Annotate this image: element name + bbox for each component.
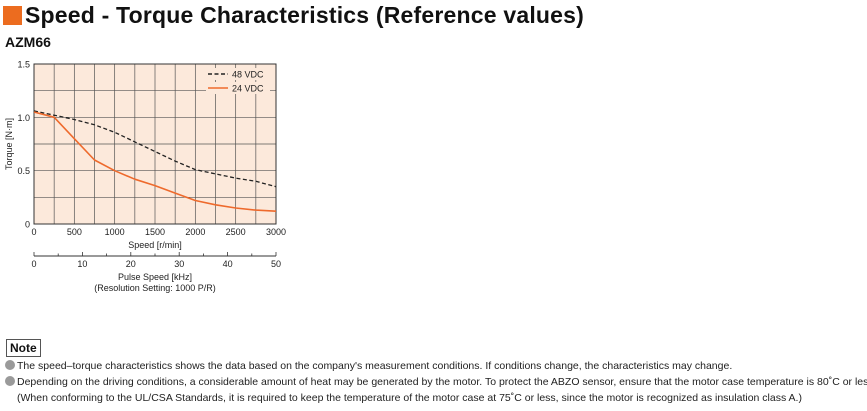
y-tick-label: 1.0: [17, 113, 30, 123]
pulse-axis-label: Pulse Speed [kHz]: [118, 272, 192, 282]
note-text: The speed–torque characteristics shows t…: [17, 360, 733, 372]
y-axis-label: Torque [N·m]: [4, 118, 14, 170]
bullet-icon: [5, 376, 15, 386]
series-line-1: [33, 111, 277, 212]
pulse-axis-sublabel: (Resolution Setting: 1000 P/R): [94, 283, 216, 293]
page-title: Speed - Torque Characteristics (Referenc…: [25, 1, 585, 28]
section-header: Speed - Torque Characteristics (Referenc…: [0, 2, 584, 28]
pulse-tick-label: 10: [77, 259, 87, 269]
pulse-tick-label: 20: [126, 259, 136, 269]
y-tick-label: 1.5: [17, 60, 30, 70]
plot-frame: [33, 63, 277, 225]
pulse-tick-label: 40: [223, 259, 233, 269]
x-tick-label: 2000: [185, 227, 205, 237]
note-item: The speed–torque characteristics shows t…: [5, 358, 867, 374]
y-tick-label: 0: [25, 220, 30, 230]
legend-backing: [206, 68, 270, 80]
note-label: Note: [6, 339, 41, 357]
pulse-tick-label: 50: [271, 259, 281, 269]
x-tick-label: 2500: [226, 227, 246, 237]
pulse-tick-label: 0: [31, 259, 36, 269]
legend-backing: [206, 82, 270, 94]
series-line-0: [33, 110, 277, 188]
note-item: Depending on the driving conditions, a c…: [5, 374, 867, 390]
x-tick-label: 500: [67, 227, 82, 237]
x-tick-label: 3000: [266, 227, 286, 237]
orange-square-icon: [3, 5, 22, 25]
x-tick-label: 0: [31, 227, 36, 237]
x-tick-label: 1500: [145, 227, 165, 237]
x-tick-label: 1000: [105, 227, 125, 237]
y-tick-label: 0.5: [17, 166, 30, 176]
model-name: AZM66: [5, 34, 51, 50]
x-axis-label: Speed [r/min]: [128, 240, 182, 250]
notes-list: The speed–torque characteristics shows t…: [5, 358, 867, 406]
note-text: Depending on the driving conditions, a c…: [17, 376, 867, 388]
pulse-tick-label: 30: [174, 259, 184, 269]
note-continuation: (When conforming to the UL/CSA Standards…: [17, 392, 802, 404]
legend-label: 24 VDC: [232, 84, 264, 94]
legend-label: 48 VDC: [232, 70, 264, 80]
bullet-icon: [5, 360, 15, 370]
